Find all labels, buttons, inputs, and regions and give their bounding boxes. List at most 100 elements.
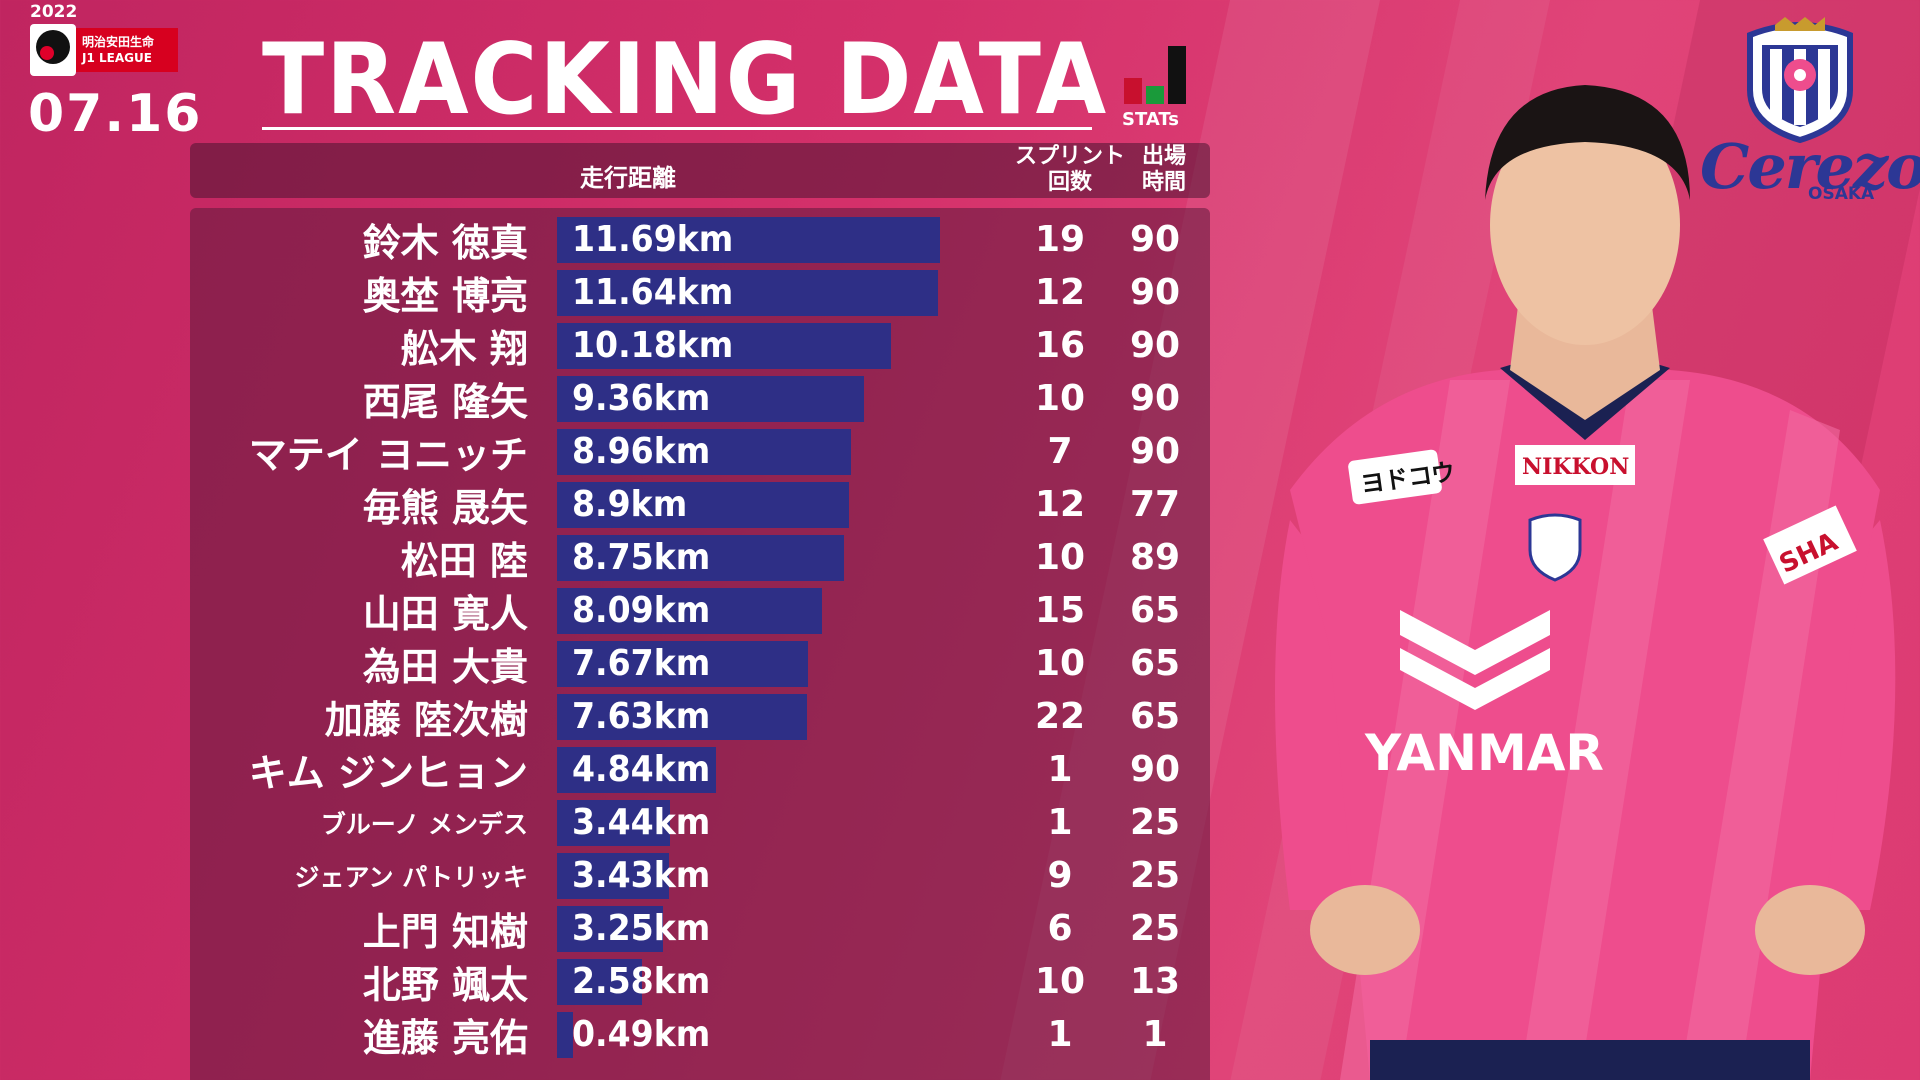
distance-value: 3.25km bbox=[572, 908, 711, 949]
distance-bar bbox=[557, 535, 844, 581]
sprint-count: 10 bbox=[1034, 537, 1086, 578]
sprint-count: 16 bbox=[1034, 325, 1086, 366]
minutes-played: 90 bbox=[1129, 378, 1181, 419]
player-photo: ヨドコウ NIKKON YANMAR SHA bbox=[1275, 85, 1896, 1080]
table-row: 加藤 陸次樹 7.63km 22 65 bbox=[190, 690, 1210, 743]
j-league-logo: 明治安田生命 J1 LEAGUE bbox=[30, 24, 178, 76]
header-distance: 走行距離 bbox=[580, 164, 676, 192]
page-title: TRACKING DATA bbox=[262, 23, 1109, 137]
distance-bar bbox=[557, 270, 939, 316]
sprint-count: 15 bbox=[1034, 590, 1086, 631]
stats-logo-text: STATs bbox=[1122, 109, 1179, 130]
distance-value: 11.69km bbox=[572, 219, 734, 260]
distance-value: 3.44km bbox=[572, 802, 711, 843]
sprint-count: 12 bbox=[1034, 484, 1086, 525]
league-mark: 2022 明治安田生命 J1 LEAGUE bbox=[30, 2, 190, 76]
league-year: 2022 bbox=[30, 2, 78, 22]
table-row: ブルーノ メンデス 3.44km 1 25 bbox=[190, 796, 1210, 849]
distance-value: 7.63km bbox=[572, 696, 711, 737]
distance-bar bbox=[557, 694, 807, 740]
sprint-count: 9 bbox=[1047, 855, 1073, 896]
distance-value: 0.49km bbox=[572, 1014, 711, 1055]
minutes-played: 90 bbox=[1129, 749, 1181, 790]
distance-value: 3.43km bbox=[572, 855, 711, 896]
league-name: J1 LEAGUE bbox=[82, 51, 152, 65]
sprint-count: 19 bbox=[1034, 219, 1086, 260]
sprint-count: 12 bbox=[1034, 272, 1086, 313]
minutes-played: 65 bbox=[1129, 696, 1181, 737]
distance-bar bbox=[557, 959, 642, 1005]
distance-value: 11.64km bbox=[572, 272, 734, 313]
table-row: キム ジンヒョン 4.84km 1 90 bbox=[190, 743, 1210, 796]
stats-logo-icon: STATs bbox=[1122, 40, 1192, 130]
sprint-count: 1 bbox=[1047, 749, 1073, 790]
distance-value: 9.36km bbox=[572, 378, 711, 419]
minutes-played: 13 bbox=[1129, 961, 1181, 1002]
header-time: 出場 時間 bbox=[1141, 144, 1186, 195]
sprint-count: 10 bbox=[1034, 961, 1086, 1002]
player-name: 西尾 隆矢 bbox=[362, 380, 528, 424]
sprint-count: 10 bbox=[1034, 378, 1086, 419]
table-row: 鈴木 徳真 11.69km 19 90 bbox=[190, 213, 1210, 266]
player-name: 加藤 陸次樹 bbox=[324, 698, 528, 742]
distance-bar bbox=[557, 429, 851, 475]
table-row: 北野 颯太 2.58km 10 13 bbox=[190, 955, 1210, 1008]
minutes-played: 65 bbox=[1129, 643, 1181, 684]
player-name: 山田 寛人 bbox=[362, 592, 528, 636]
distance-bar bbox=[557, 800, 670, 846]
player-name: 松田 陸 bbox=[400, 539, 528, 583]
distance-bar bbox=[557, 906, 664, 952]
shirt-chest-sponsor: NIKKON bbox=[1522, 454, 1629, 480]
player-name: 毎熊 晟矢 bbox=[362, 486, 528, 530]
distance-value: 2.58km bbox=[572, 961, 711, 1002]
table-row: 松田 陸 8.75km 10 89 bbox=[190, 531, 1210, 584]
distance-bar bbox=[557, 323, 891, 369]
cerezo-crest-icon bbox=[1747, 17, 1853, 144]
player-name: 鈴木 徳真 bbox=[362, 221, 528, 265]
player-name: 進藤 亮佑 bbox=[362, 1016, 528, 1060]
title-underline bbox=[262, 127, 1092, 130]
minutes-played: 90 bbox=[1129, 219, 1181, 260]
distance-value: 8.75km bbox=[572, 537, 711, 578]
player-name: 上門 知樹 bbox=[362, 910, 528, 954]
table-row: 奥埜 博亮 11.64km 12 90 bbox=[190, 266, 1210, 319]
distance-value: 7.67km bbox=[572, 643, 711, 684]
minutes-played: 90 bbox=[1129, 325, 1181, 366]
minutes-played: 89 bbox=[1129, 537, 1181, 578]
table-row: 舩木 翔 10.18km 16 90 bbox=[190, 319, 1210, 372]
distance-bar bbox=[557, 588, 823, 634]
table-row: 山田 寛人 8.09km 15 65 bbox=[190, 584, 1210, 637]
distance-value: 8.09km bbox=[572, 590, 711, 631]
table-row: 進藤 亮佑 0.49km 1 1 bbox=[190, 1008, 1210, 1061]
match-date: 07.16 bbox=[28, 84, 203, 144]
player-name: 奥埜 博亮 bbox=[362, 274, 528, 318]
distance-bar bbox=[557, 641, 809, 687]
sprint-count: 10 bbox=[1034, 643, 1086, 684]
table-header bbox=[190, 143, 1210, 198]
table-row: 西尾 隆矢 9.36km 10 90 bbox=[190, 372, 1210, 425]
player-name: 舩木 翔 bbox=[400, 327, 528, 371]
player-name: キム ジンヒョン bbox=[248, 751, 528, 795]
minutes-played: 25 bbox=[1129, 908, 1181, 949]
distance-bar bbox=[557, 217, 940, 263]
distance-bar bbox=[557, 1012, 574, 1058]
distance-bar bbox=[557, 376, 864, 422]
distance-value: 4.84km bbox=[572, 749, 711, 790]
distance-bar bbox=[557, 853, 670, 899]
club-wordmark: Cerezo bbox=[1700, 130, 1920, 203]
minutes-played: 1 bbox=[1142, 1014, 1168, 1055]
minutes-played: 25 bbox=[1129, 802, 1181, 843]
minutes-played: 90 bbox=[1129, 431, 1181, 472]
sprint-count: 6 bbox=[1047, 908, 1073, 949]
table-row: ジェアン パトリッキ 3.43km 9 25 bbox=[190, 849, 1210, 902]
club-city: OSAKA bbox=[1808, 184, 1875, 204]
distance-value: 10.18km bbox=[572, 325, 734, 366]
player-name: ジェアン パトリッキ bbox=[294, 862, 528, 892]
j-league-icon bbox=[30, 24, 76, 76]
sprint-count: 22 bbox=[1034, 696, 1086, 737]
table-row: 上門 知樹 3.25km 6 25 bbox=[190, 902, 1210, 955]
header-sprint: スプリント 回数 bbox=[1014, 144, 1125, 195]
shirt-main-sponsor: YANMAR bbox=[1364, 724, 1604, 782]
distance-bar bbox=[557, 747, 716, 793]
minutes-played: 25 bbox=[1129, 855, 1181, 896]
